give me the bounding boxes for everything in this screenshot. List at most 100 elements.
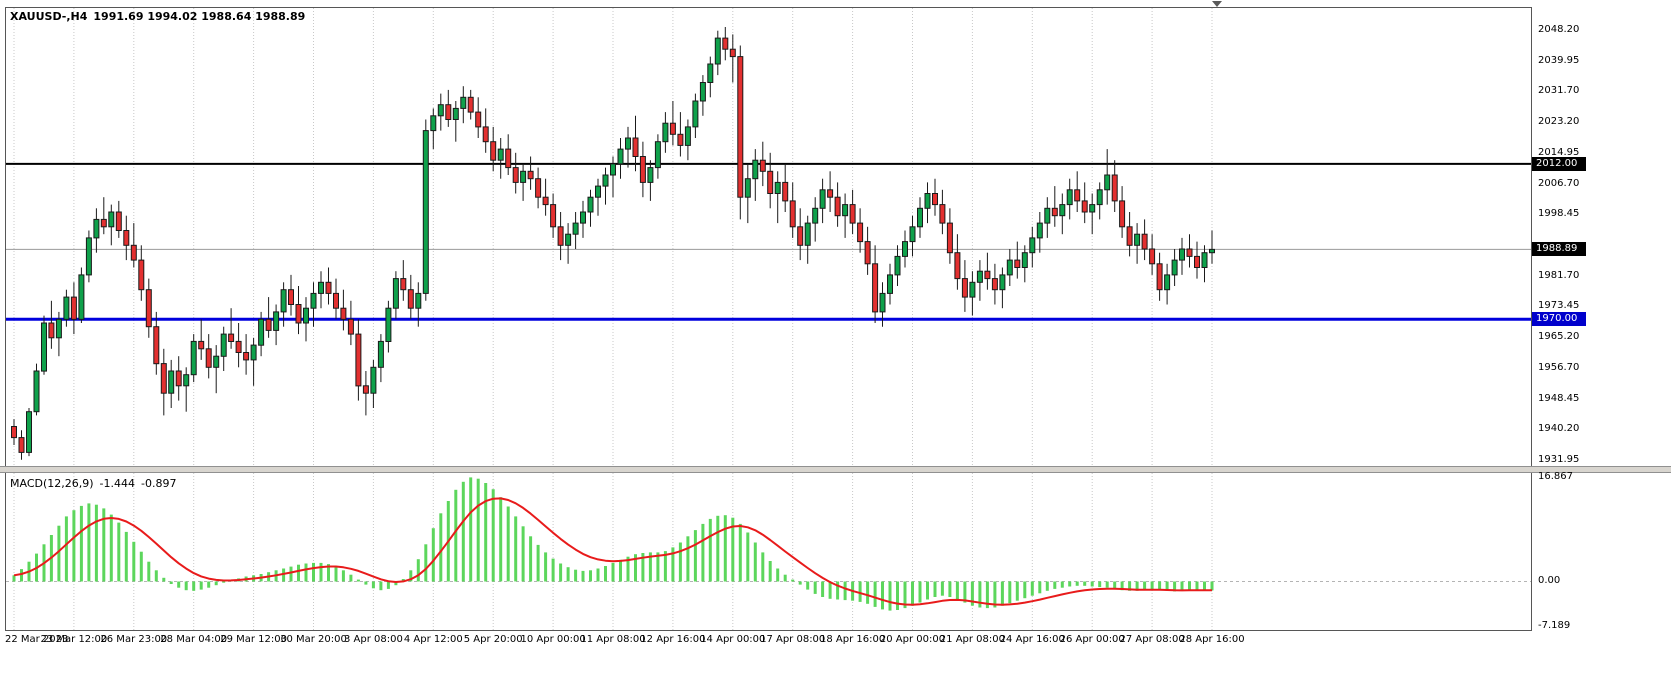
candle bbox=[782, 163, 789, 212]
candle bbox=[617, 138, 624, 179]
candle bbox=[400, 260, 407, 301]
macd-histogram-bar bbox=[559, 563, 563, 582]
macd-signal-value: -0.897 bbox=[141, 477, 177, 490]
candle bbox=[78, 267, 85, 323]
candle bbox=[452, 101, 459, 142]
price-scale-label: 1948.45 bbox=[1538, 393, 1580, 404]
macd-histogram-bar bbox=[409, 570, 413, 582]
macd-histogram-bar bbox=[783, 574, 787, 582]
macd-histogram-bar bbox=[985, 581, 989, 609]
candle bbox=[572, 212, 579, 249]
macd-histogram-bar bbox=[514, 516, 518, 582]
macd-histogram-bar bbox=[147, 561, 151, 582]
macd-histogram-bar bbox=[746, 532, 750, 582]
candle bbox=[707, 56, 714, 98]
candle bbox=[123, 215, 130, 261]
macd-histogram-bar bbox=[940, 581, 944, 596]
time-axis-label: 22 Mar 2023 bbox=[5, 634, 69, 645]
candle bbox=[842, 193, 849, 238]
macd-histogram-bar bbox=[177, 581, 181, 588]
candle bbox=[587, 189, 594, 227]
macd-histogram-bar bbox=[911, 581, 914, 606]
candle bbox=[827, 171, 834, 212]
candle bbox=[1006, 249, 1013, 286]
candle bbox=[205, 334, 212, 379]
macd-histogram-bar bbox=[663, 551, 667, 582]
candle bbox=[1164, 263, 1171, 305]
macd-histogram-bar bbox=[169, 581, 173, 584]
macd-histogram-bar bbox=[64, 516, 68, 582]
macd-histogram-bar bbox=[416, 559, 420, 582]
candle bbox=[999, 267, 1006, 309]
candle bbox=[1179, 237, 1185, 275]
macd-canvas[interactable] bbox=[6, 473, 1531, 630]
candle bbox=[602, 167, 609, 205]
macd-histogram-bar bbox=[87, 503, 91, 582]
macd-histogram-bar bbox=[791, 579, 795, 582]
candle bbox=[872, 245, 879, 323]
macd-histogram-bar bbox=[708, 518, 712, 582]
candle bbox=[115, 200, 122, 238]
candle bbox=[1119, 186, 1126, 238]
time-axis[interactable]: 22 Mar 2023 23 Mar 12:00 26 Mar 23:00 28 Ma… bbox=[0, 631, 1671, 653]
time-axis-label: 4 Apr 12:00 bbox=[403, 634, 463, 645]
pane-separator[interactable] bbox=[0, 466, 1671, 473]
macd-histogram-bar bbox=[162, 577, 166, 582]
price-scale[interactable]: 2048.20 2039.95 2031.70 2023.20 2014.95 2006.… bbox=[1532, 0, 1671, 680]
macd-scale-label: 16.867 bbox=[1538, 471, 1573, 482]
macd-histogram-bar bbox=[828, 581, 832, 599]
macd-histogram-bar bbox=[1210, 581, 1214, 591]
time-axis-label: 12 Apr 16:00 bbox=[640, 634, 706, 645]
candle bbox=[250, 337, 257, 386]
candle bbox=[902, 230, 908, 268]
macd-histogram-bar bbox=[641, 553, 645, 582]
candle bbox=[565, 223, 572, 264]
macd-histogram-bar bbox=[1165, 581, 1169, 591]
candle bbox=[437, 93, 444, 131]
candle bbox=[954, 234, 961, 290]
macd-histogram-bar bbox=[881, 581, 884, 610]
macd-histogram-bar bbox=[349, 574, 353, 582]
price-scale-label: 2023.20 bbox=[1538, 116, 1580, 127]
macd-scale-label: -7.189 bbox=[1538, 620, 1571, 631]
candle bbox=[1186, 234, 1193, 268]
candles bbox=[11, 27, 1215, 460]
macd-histogram-bar bbox=[813, 581, 817, 594]
macd-histogram-bar bbox=[566, 567, 570, 582]
macd-histogram-bar bbox=[611, 562, 615, 582]
candle bbox=[138, 245, 145, 301]
candle bbox=[213, 345, 220, 394]
candle bbox=[1156, 252, 1163, 301]
candle bbox=[475, 97, 482, 138]
candle bbox=[1149, 234, 1156, 275]
macd-histogram-bar bbox=[1015, 581, 1019, 601]
macd-histogram-bar bbox=[222, 581, 226, 583]
price-scale-label: 1981.70 bbox=[1538, 270, 1580, 281]
macd-histogram-bar bbox=[843, 581, 847, 601]
macd-histogram-bar bbox=[1173, 581, 1177, 592]
macd-histogram-bar bbox=[476, 478, 480, 582]
candle bbox=[347, 300, 354, 346]
macd-histogram-bar bbox=[327, 564, 330, 582]
macd-histogram-bar bbox=[656, 552, 660, 582]
candle bbox=[647, 160, 654, 201]
macd-histogram-bar bbox=[993, 581, 997, 608]
candle bbox=[917, 197, 923, 238]
candle bbox=[909, 215, 916, 257]
macd-histogram-bar bbox=[1113, 581, 1117, 589]
macd-histogram-bar bbox=[297, 564, 300, 582]
macd-histogram-bar bbox=[521, 526, 525, 582]
candle bbox=[333, 278, 339, 320]
candle bbox=[677, 112, 684, 157]
time-axis-label: 11 Apr 08:00 bbox=[580, 634, 646, 645]
chart-shift-marker-icon[interactable] bbox=[1212, 1, 1222, 7]
price-chart-canvas[interactable] bbox=[6, 8, 1531, 466]
candle bbox=[669, 101, 676, 146]
macd-histogram-bar bbox=[1038, 581, 1042, 594]
macd-grid bbox=[13, 473, 1213, 630]
macd-histogram-bar bbox=[1143, 581, 1147, 591]
candle bbox=[63, 289, 70, 327]
candle bbox=[55, 311, 62, 357]
candle bbox=[415, 282, 422, 327]
